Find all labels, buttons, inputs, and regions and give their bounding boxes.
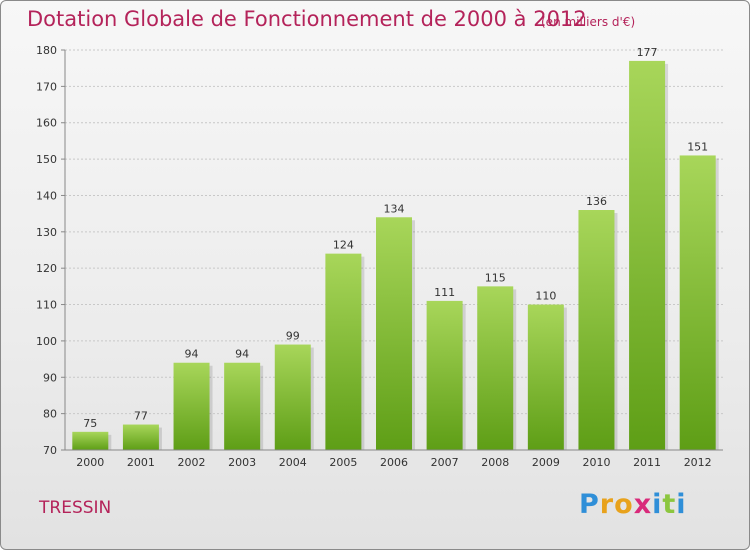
logo-letter: x xyxy=(633,489,653,520)
commune-name: TRESSIN xyxy=(39,498,112,518)
y-tick-label: 140 xyxy=(36,189,57,202)
bar xyxy=(629,60,666,451)
x-tick-label: 2002 xyxy=(178,456,206,469)
chart-unit: (en milliers d'€) xyxy=(541,15,636,29)
y-tick-label: 160 xyxy=(36,117,57,130)
x-tick-label: 2012 xyxy=(684,456,712,469)
y-tick-label: 110 xyxy=(36,299,57,312)
bar-value-label: 99 xyxy=(286,330,300,343)
bar-value-label: 77 xyxy=(134,410,148,423)
logo-letter: o xyxy=(614,489,634,520)
x-tick-label: 2001 xyxy=(127,456,155,469)
y-tick-label: 170 xyxy=(36,80,57,93)
y-tick-label: 150 xyxy=(36,153,57,166)
bar-value-label: 134 xyxy=(384,202,405,215)
bar xyxy=(325,253,362,450)
bar xyxy=(274,344,311,450)
x-tick-label: 2011 xyxy=(633,456,661,469)
bar xyxy=(426,300,463,450)
bar xyxy=(72,431,109,450)
proxiti-logo: Proxiti xyxy=(579,489,687,520)
bar-value-label: 124 xyxy=(333,239,354,252)
chart-title: Dotation Globale de Fonctionnement de 20… xyxy=(27,7,587,31)
x-tick-label: 2006 xyxy=(380,456,408,469)
bar xyxy=(173,362,210,450)
bar xyxy=(679,155,716,451)
bar-value-label: 111 xyxy=(434,286,455,299)
x-tick-label: 2010 xyxy=(582,456,610,469)
x-tick-label: 2005 xyxy=(329,456,357,469)
y-tick-label: 130 xyxy=(36,226,57,239)
bar xyxy=(224,362,261,450)
bar-value-label: 136 xyxy=(586,195,607,208)
x-tick-label: 2004 xyxy=(279,456,307,469)
x-tick-label: 2008 xyxy=(481,456,509,469)
bar xyxy=(527,304,564,450)
y-tick-label: 180 xyxy=(36,44,57,57)
y-tick-label: 70 xyxy=(43,444,57,457)
bar-value-label: 115 xyxy=(485,271,506,284)
bar-value-label: 177 xyxy=(637,46,658,59)
bar-value-label: 94 xyxy=(235,348,249,361)
bar xyxy=(122,424,159,450)
logo-letter: P xyxy=(579,489,600,520)
bar xyxy=(578,210,615,450)
y-tick-label: 90 xyxy=(43,371,57,384)
x-tick-label: 2009 xyxy=(532,456,560,469)
y-tick-label: 100 xyxy=(36,335,57,348)
y-tick-label: 120 xyxy=(36,262,57,275)
logo-letter: i xyxy=(676,489,687,520)
bar-value-label: 75 xyxy=(83,417,97,430)
bar xyxy=(376,217,412,450)
bar xyxy=(477,286,514,450)
x-tick-label: 2003 xyxy=(228,456,256,469)
bar-value-label: 94 xyxy=(185,348,199,361)
x-tick-label: 2007 xyxy=(431,456,459,469)
y-tick-label: 80 xyxy=(43,408,57,421)
logo-letter: i xyxy=(652,489,663,520)
logo-letter: r xyxy=(599,489,615,520)
bar-value-label: 151 xyxy=(687,140,708,153)
logo-letter: t xyxy=(662,489,677,520)
x-tick-label: 2000 xyxy=(76,456,104,469)
bar-value-label: 110 xyxy=(535,290,556,303)
